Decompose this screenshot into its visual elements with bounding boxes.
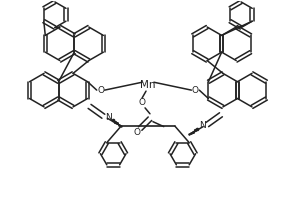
Text: O: O — [139, 98, 146, 108]
Text: N: N — [199, 121, 206, 130]
Text: N: N — [105, 113, 112, 122]
Text: O: O — [134, 128, 141, 137]
Text: Mn: Mn — [140, 80, 156, 90]
Text: O: O — [192, 86, 199, 95]
Text: O: O — [97, 86, 104, 95]
